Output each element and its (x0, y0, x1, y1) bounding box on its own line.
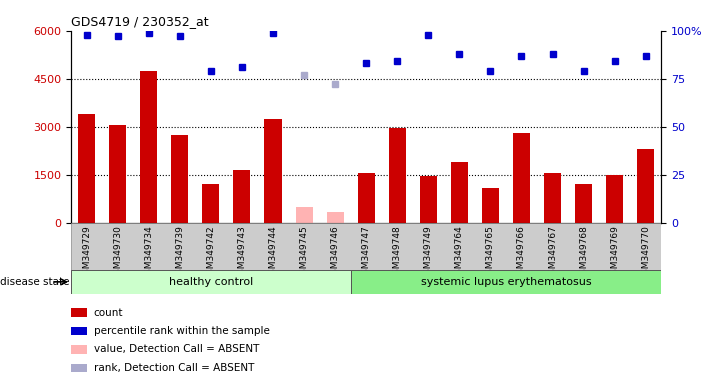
Bar (140, 71, 157, 223)
Bar (389, 128, 406, 223)
Bar (419, 176, 437, 223)
Bar (109, 125, 127, 223)
Text: GSM349742: GSM349742 (206, 225, 215, 280)
Text: GSM349739: GSM349739 (176, 225, 184, 280)
Bar (637, 149, 654, 223)
Bar (203, 184, 220, 223)
Text: count: count (94, 308, 123, 318)
Text: GSM349768: GSM349768 (579, 225, 588, 280)
Text: GSM349766: GSM349766 (517, 225, 526, 280)
Text: GSM349730: GSM349730 (113, 225, 122, 280)
Bar (233, 170, 250, 223)
Text: rank, Detection Call = ABSENT: rank, Detection Call = ABSENT (94, 363, 255, 373)
Bar (71, 270, 351, 294)
Bar (351, 270, 677, 294)
Text: systemic lupus erythematosus: systemic lupus erythematosus (421, 277, 592, 287)
Text: percentile rank within the sample: percentile rank within the sample (94, 326, 269, 336)
Text: GSM349765: GSM349765 (486, 225, 495, 280)
Bar (482, 187, 499, 223)
Text: GSM349749: GSM349749 (424, 225, 433, 280)
Text: GSM349729: GSM349729 (82, 225, 91, 280)
Bar (358, 173, 375, 223)
Bar (513, 133, 530, 223)
Text: GSM349744: GSM349744 (269, 225, 277, 280)
Text: healthy control: healthy control (169, 277, 253, 287)
Bar (78, 114, 95, 223)
Text: GSM349747: GSM349747 (362, 225, 370, 280)
Bar (264, 119, 282, 223)
Bar (544, 173, 561, 223)
Bar (451, 162, 468, 223)
Bar (326, 212, 343, 223)
Text: GSM349734: GSM349734 (144, 225, 154, 280)
Bar (606, 175, 623, 223)
Text: value, Detection Call = ABSENT: value, Detection Call = ABSENT (94, 344, 260, 354)
Text: GSM349770: GSM349770 (641, 225, 650, 280)
Text: GSM349767: GSM349767 (548, 225, 557, 280)
Bar (575, 184, 592, 223)
Text: GSM349769: GSM349769 (610, 225, 619, 280)
Text: GSM349746: GSM349746 (331, 225, 340, 280)
Bar (296, 207, 313, 223)
Text: disease state: disease state (0, 277, 70, 287)
Text: GSM349743: GSM349743 (237, 225, 247, 280)
Text: GSM349764: GSM349764 (455, 225, 464, 280)
Text: GSM349748: GSM349748 (392, 225, 402, 280)
Text: GDS4719 / 230352_at: GDS4719 / 230352_at (71, 15, 209, 28)
Text: GSM349745: GSM349745 (299, 225, 309, 280)
Bar (171, 135, 188, 223)
